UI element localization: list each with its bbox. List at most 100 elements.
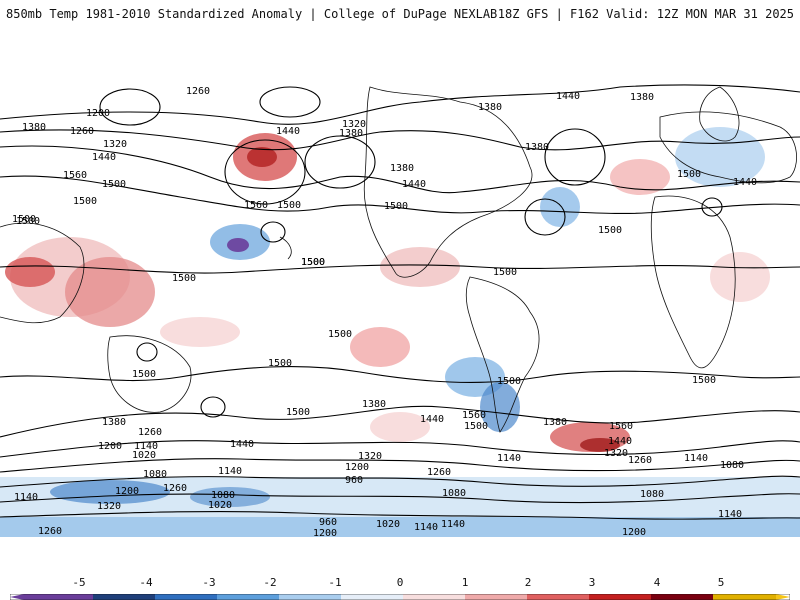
contour-label: 1320	[358, 451, 382, 462]
contour-label: 1380	[362, 399, 386, 410]
contour-label: 1260	[186, 86, 210, 97]
contour-label: 1500	[12, 214, 36, 225]
colorbar-tick-label: -2	[263, 576, 277, 589]
colorbar-segment	[341, 594, 403, 600]
contour-label: 1140	[684, 453, 708, 464]
contour-label: 1260	[427, 467, 451, 478]
contour-label: 1140	[718, 509, 742, 520]
contour-label: 1380	[390, 163, 414, 174]
contour-label: 1440	[556, 91, 580, 102]
colorbar-segment	[279, 594, 341, 600]
contour-label: 1080	[211, 490, 235, 501]
colorbar-segment	[24, 594, 93, 600]
colorbar-segment	[527, 594, 589, 600]
contour-label: 1440	[402, 179, 426, 190]
header: 850mb Temp 1981-2010 Standardized Anomal…	[0, 0, 800, 26]
contour-label: 1500	[493, 267, 517, 278]
contour-label: 960	[319, 517, 337, 528]
contour-label: 1140	[218, 466, 242, 477]
contour-label: 1560	[63, 170, 87, 181]
colorbar-segment	[651, 594, 713, 600]
contour-label: 1380	[339, 128, 363, 139]
contour-label: 1500	[301, 257, 325, 268]
contour-label: 1380	[22, 122, 46, 133]
contour-label: 1320	[103, 139, 127, 150]
contour-label: 1500	[132, 369, 156, 380]
model-run-info: 18Z GFS | F162 Valid: 12Z MON MAR 31 202…	[497, 7, 794, 21]
contour-label: 1020	[132, 450, 156, 461]
contour-label: 1080	[143, 469, 167, 480]
contour-label: 1260	[138, 427, 162, 438]
contour-label: 1320	[342, 119, 366, 130]
colorbar-tick-label: 0	[396, 576, 404, 589]
contour-label: 1500	[16, 216, 40, 227]
colorbar-high-end	[776, 594, 790, 600]
contour-lines	[0, 84, 800, 520]
contour-label: 1500	[328, 329, 352, 340]
contour-label: 1440	[92, 152, 116, 163]
contour-label: 1500	[464, 421, 488, 432]
colorbar-tick-label: 4	[653, 576, 661, 589]
contour-label: 1200	[115, 486, 139, 497]
contour-label: 1140	[14, 492, 38, 503]
anomaly-shading	[0, 127, 800, 537]
contour-label: 1140	[441, 519, 465, 530]
contour-label: 1500	[677, 169, 701, 180]
colorbar-segment	[465, 594, 527, 600]
contour-label: 1080	[720, 460, 744, 471]
contour-label: 1440	[420, 414, 444, 425]
contour-label: 960	[345, 475, 363, 486]
contour-label: 1140	[497, 453, 521, 464]
colorbar-segment	[713, 594, 776, 600]
contour-label: 1500	[692, 375, 716, 386]
contour-label: 1440	[230, 439, 254, 450]
colorbar-tick-label: -4	[139, 576, 153, 589]
contour-label: 1560	[609, 421, 633, 432]
contour-label: 1500	[268, 358, 292, 369]
contour-label: 1440	[276, 126, 300, 137]
contour-label: 1440	[733, 177, 757, 188]
contour-label: 1500	[277, 200, 301, 211]
contour-label: 1380	[630, 92, 654, 103]
contour-label: 1140	[414, 522, 438, 533]
contour-label: 1260	[628, 455, 652, 466]
contour-label: 1080	[442, 488, 466, 499]
contour-label: 1500	[172, 273, 196, 284]
contour-label: 1380	[478, 102, 502, 113]
contour-label: 1500	[497, 376, 521, 387]
contour-label: 1500	[286, 407, 310, 418]
contour-label: 1200	[622, 527, 646, 537]
anomaly-map: 1320 1260 1380 1200 1260 1320 1440 1380 …	[0, 77, 800, 537]
colorbar-segment	[403, 594, 465, 600]
contour-label: 1140	[134, 441, 158, 452]
contour-label: 1380	[543, 417, 567, 428]
contour-label: 1200	[98, 441, 122, 452]
colorbar-tick-label: 3	[588, 576, 596, 589]
contour-label: 1560	[244, 200, 268, 211]
contour-label: 1380	[102, 417, 126, 428]
colorbar-tick-label: -3	[202, 576, 216, 589]
contour-label: 1080	[640, 489, 664, 500]
colorbar-tick-label: 2	[524, 576, 532, 589]
colorbar-tick-label: 1	[461, 576, 469, 589]
colorbar-tick-label: -5	[72, 576, 86, 589]
contour-label: 1320	[97, 501, 121, 512]
contour-label: 1200	[345, 462, 369, 473]
contour-label: 1380	[525, 142, 549, 153]
contour-label: 1560	[462, 410, 486, 421]
colorbar-segment	[589, 594, 651, 600]
colorbar-segment	[217, 594, 279, 600]
colorbar-segment	[93, 594, 155, 600]
colorbar-tick-label: 5	[717, 576, 725, 589]
contour-label: 1320	[604, 448, 628, 459]
contour-label: 1500	[73, 196, 97, 207]
contour-label: 1440	[608, 436, 632, 447]
colorbar-tick-label: -1	[328, 576, 342, 589]
contour-labels: 1320 1260 1380 1200 1260 1320 1440 1380 …	[12, 86, 757, 537]
contour-label: 1200	[86, 108, 110, 119]
contour-label: 1260	[38, 526, 62, 537]
contour-label: 1260	[70, 126, 94, 137]
contour-label: 1500	[384, 201, 408, 212]
map-title: 850mb Temp 1981-2010 Standardized Anomal…	[6, 7, 498, 21]
colorbar-segment	[155, 594, 217, 600]
